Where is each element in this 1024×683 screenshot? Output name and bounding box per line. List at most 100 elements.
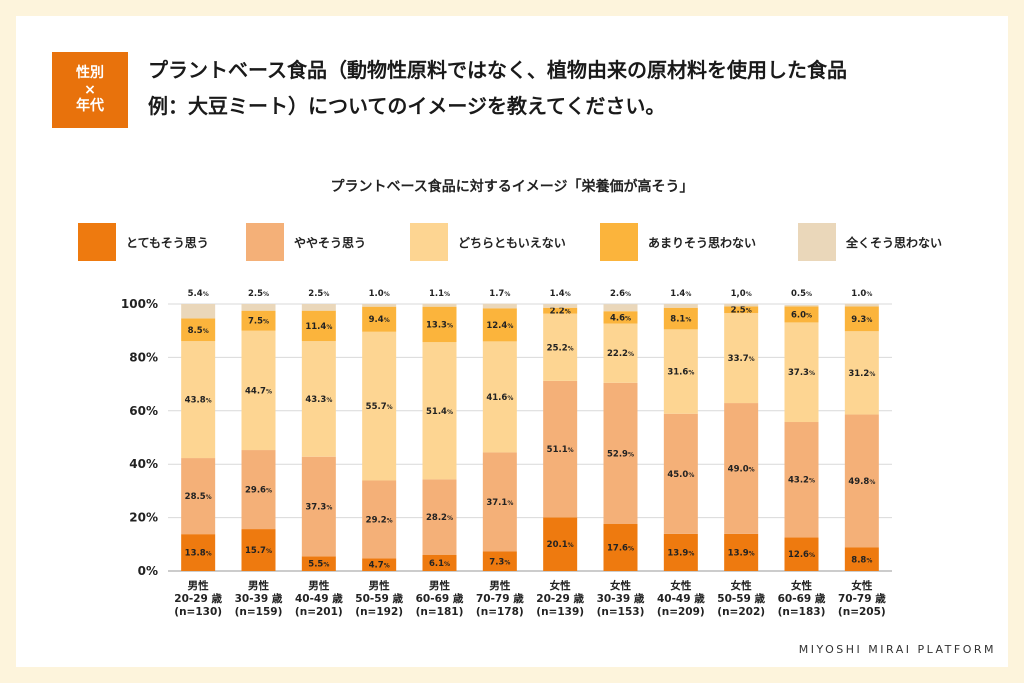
bar-segment: [422, 306, 457, 343]
data-label: 13.8%: [185, 549, 212, 559]
x-tick-label: (n=183): [778, 606, 826, 618]
data-label: 29.2%: [366, 515, 393, 525]
data-label: 2.6%: [610, 289, 631, 299]
bar-segment: [543, 304, 578, 308]
data-label: 33.7%: [728, 354, 755, 364]
x-tick-label: 30-39 歳: [597, 592, 645, 605]
bar-segment: [784, 422, 819, 538]
data-label: 51.1%: [547, 445, 574, 455]
question-title: プラントベース食品（動物性原料ではなく、植物由来の原材料を使用した食品 例：大豆…: [148, 52, 998, 124]
data-label: 2.5%: [308, 289, 329, 299]
x-tick-label: (n=205): [838, 606, 886, 618]
bar-segment: [724, 306, 759, 314]
x-tick-label: (n=202): [717, 606, 765, 618]
bar-segment: [482, 341, 517, 453]
y-tick-label: 40%: [129, 457, 158, 471]
data-label: 49.0%: [728, 464, 755, 474]
bar-segment: [362, 480, 397, 559]
x-tick-label: (n=178): [476, 606, 524, 618]
data-label: 1.1%: [429, 289, 450, 299]
bar-segment: [724, 533, 759, 571]
data-label: 1.0%: [851, 289, 872, 299]
x-tick-label: 60-69 歳: [778, 592, 826, 605]
x-tick-label: 男性: [429, 579, 450, 592]
x-tick-label: 40-49 歳: [657, 592, 705, 605]
bar-segment: [241, 529, 276, 571]
bar-segment: [301, 304, 336, 311]
legend-item: とてもそう思う: [78, 223, 209, 261]
bar-segment: [362, 331, 397, 481]
bar-segment: [844, 547, 879, 571]
data-label: 44.7%: [245, 386, 272, 396]
bar-segment: [241, 330, 276, 451]
data-label: 5.4%: [188, 289, 209, 299]
badge-line: 年代: [76, 98, 104, 115]
x-tick-label: 20-29 歳: [174, 592, 222, 605]
x-tick-label: (n=209): [657, 606, 705, 618]
data-label: 31.2%: [848, 369, 875, 379]
legend-label: とてもそう思う: [126, 235, 209, 250]
y-tick-label: 0%: [138, 564, 158, 578]
y-tick-label: 60%: [129, 404, 158, 418]
bar-segment: [663, 533, 698, 571]
data-label: 51.4%: [426, 407, 453, 417]
bar-segment: [301, 556, 336, 571]
bar-segment: [301, 456, 336, 557]
data-label: 15.7%: [245, 546, 272, 556]
data-label: 43.8%: [185, 396, 212, 406]
legend-swatch: [798, 223, 836, 261]
bar-segment: [543, 313, 578, 381]
bar-segment: [482, 308, 517, 342]
question-title-line: 例：大豆ミート）についてのイメージを教えてください。: [148, 94, 666, 118]
bar-segment: [663, 304, 698, 308]
data-label: 8.8%: [851, 555, 872, 565]
data-label: 55.7%: [366, 402, 393, 412]
bar-segment: [784, 322, 819, 423]
brand-footer: MIYOSHI MIRAI PLATFORM: [798, 643, 996, 656]
badge-line: ×: [84, 81, 96, 98]
bar-segment: [543, 307, 578, 314]
legend-label: 全くそう思わない: [846, 235, 943, 250]
legend-item: どちらともいえない: [410, 223, 566, 261]
bar-segment: [784, 537, 819, 571]
y-tick-label: 80%: [129, 350, 158, 364]
data-label: 12.4%: [486, 321, 513, 331]
data-label: 1.7%: [489, 289, 510, 299]
bar-segment: [241, 450, 276, 530]
bar-segment: [724, 403, 759, 534]
data-label: 37.1%: [486, 498, 513, 508]
x-tick-label: 女性: [610, 579, 631, 592]
x-tick-label: 男性: [188, 579, 209, 592]
data-label: 37.3%: [305, 503, 332, 513]
bar-segment: [603, 382, 638, 525]
bar-segment: [603, 524, 638, 571]
bar-segment: [181, 341, 216, 459]
data-label: 6.1%: [429, 559, 450, 569]
x-tick-label: 20-29 歳: [536, 592, 584, 605]
bar-segment: [241, 310, 276, 331]
data-label: 4.6%: [610, 313, 631, 323]
bar-segment: [844, 331, 879, 415]
bar-segment: [543, 517, 578, 571]
bar-segment: [784, 305, 819, 307]
data-label: 5.5%: [308, 560, 329, 570]
x-tick-label: (n=181): [416, 606, 464, 618]
data-label: 29.6%: [245, 486, 272, 496]
bar-segment: [181, 304, 216, 319]
bar-segment: [784, 306, 819, 323]
bar-segment: [844, 306, 879, 332]
data-label: 17.6%: [607, 544, 634, 554]
x-tick-label: 男性: [248, 579, 269, 592]
data-label: 1.4%: [670, 289, 691, 299]
bar-segment: [543, 380, 578, 518]
data-label: 1.0%: [369, 289, 390, 299]
data-label: 45.0%: [667, 470, 694, 480]
data-label: 4.7%: [369, 561, 390, 571]
bar-segment: [603, 304, 638, 312]
bar-segment: [603, 323, 638, 383]
bar-segment: [422, 342, 457, 480]
bar-segment: [844, 303, 879, 307]
bar-segment: [422, 303, 457, 307]
bar-segment: [663, 329, 698, 414]
